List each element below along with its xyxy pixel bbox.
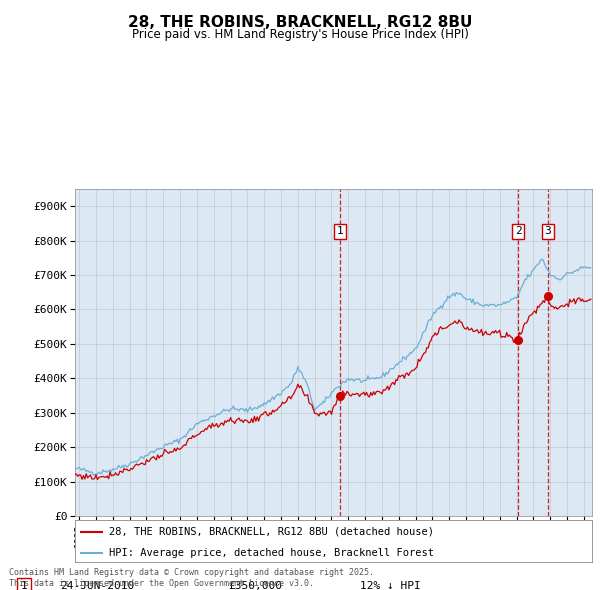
Text: HPI: Average price, detached house, Bracknell Forest: HPI: Average price, detached house, Brac… — [109, 548, 434, 558]
Text: 3: 3 — [545, 227, 551, 237]
Text: 28, THE ROBINS, BRACKNELL, RG12 8BU (detached house): 28, THE ROBINS, BRACKNELL, RG12 8BU (det… — [109, 527, 434, 537]
Text: Contains HM Land Registry data © Crown copyright and database right 2025.
This d: Contains HM Land Registry data © Crown c… — [9, 568, 374, 588]
Text: 1: 1 — [337, 227, 343, 237]
Text: 2: 2 — [515, 227, 521, 237]
Text: £350,000: £350,000 — [228, 582, 282, 590]
Text: 12% ↓ HPI: 12% ↓ HPI — [360, 582, 421, 590]
Text: Price paid vs. HM Land Registry's House Price Index (HPI): Price paid vs. HM Land Registry's House … — [131, 28, 469, 41]
Text: 28, THE ROBINS, BRACKNELL, RG12 8BU: 28, THE ROBINS, BRACKNELL, RG12 8BU — [128, 15, 472, 30]
Text: 24-JUN-2010: 24-JUN-2010 — [60, 582, 134, 590]
Text: 1: 1 — [20, 582, 28, 590]
